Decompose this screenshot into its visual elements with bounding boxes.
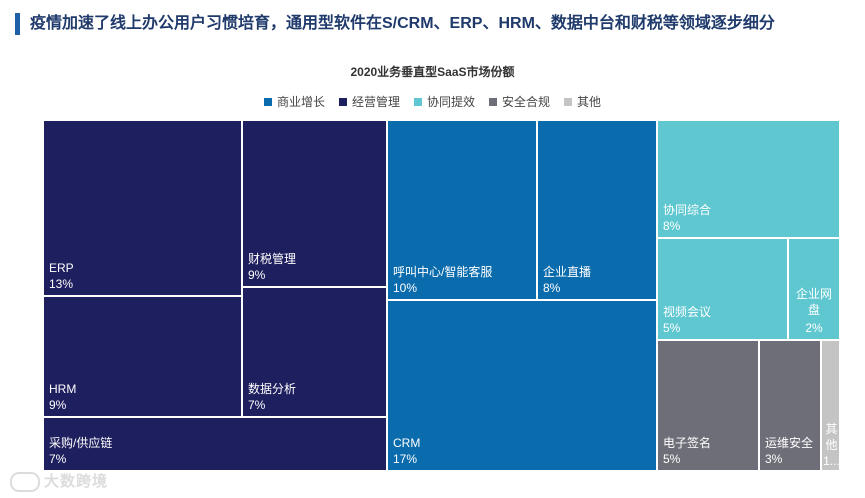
tile-name-label: ERP — [49, 261, 74, 275]
watermark: 大数跨境 — [10, 470, 109, 493]
watermark-text: 大数跨境 — [44, 473, 109, 490]
chart-title: 2020业务垂直型SaaS市场份额 — [350, 65, 515, 79]
legend-item: 协同提效 — [413, 93, 475, 110]
legend-item: 商业增长 — [263, 93, 325, 110]
tile-value-label: 17% — [393, 452, 417, 466]
tile-value-label: 1... — [823, 454, 840, 468]
legend-swatch — [338, 97, 347, 106]
tile-value-label: 10% — [393, 281, 417, 295]
tile-name-label: 企业网 — [796, 286, 832, 301]
legend-swatch — [489, 97, 497, 106]
tile-name-label: 其 — [825, 422, 837, 436]
treemap-tile — [656, 237, 789, 341]
watermark-logo-icon — [10, 472, 40, 493]
tile-value-label: 2% — [805, 321, 823, 335]
legend-item: 经营管理 — [338, 93, 400, 110]
chart-legend: 商业增长 经营管理 协同提效 安全合规 其他 — [0, 93, 865, 110]
legend-label: 安全合规 — [502, 95, 551, 109]
legend-label: 经营管理 — [351, 95, 400, 109]
legend-label: 其他 — [577, 95, 602, 109]
legend-swatch — [413, 97, 422, 106]
tile-value-label: 8% — [543, 281, 561, 295]
treemap-tile — [820, 339, 841, 472]
tile-name-label: HRM — [49, 382, 76, 396]
treemap-tile — [386, 299, 658, 472]
treemap-tile — [241, 286, 388, 418]
legend-label: 协同提效 — [426, 95, 475, 109]
tile-value-label: 9% — [248, 268, 266, 282]
tile-name-label: 企业直播 — [543, 264, 591, 279]
legend-label: 商业增长 — [276, 95, 325, 109]
tile-value-label: 13% — [49, 277, 73, 291]
tile-value-label: 5% — [663, 321, 681, 335]
treemap-tile — [42, 119, 243, 297]
tile-value-label: 7% — [49, 452, 67, 466]
tile-name-label: 协同综合 — [663, 202, 711, 217]
tile-name-label: 财税管理 — [248, 251, 296, 266]
tile-name-label: 他 — [825, 438, 837, 452]
tile-value-label: 3% — [765, 452, 783, 466]
tile-name-label: CRM — [393, 436, 420, 450]
legend-swatch — [564, 97, 573, 106]
treemap-tile — [656, 339, 760, 472]
tile-value-label: 9% — [49, 398, 67, 412]
legend-item: 其他 — [564, 93, 601, 110]
tile-name-label: 视频会议 — [663, 304, 711, 319]
tile-name-label: 运维安全 — [765, 435, 813, 450]
tile-name-label: 盘 — [808, 302, 820, 317]
tile-value-label: 7% — [248, 398, 266, 412]
tile-name-label: 采购/供应链 — [49, 435, 112, 450]
treemap-tile — [656, 119, 841, 239]
tile-name-label: 呼叫中心/智能客服 — [393, 264, 492, 279]
tile-name-label: 数据分析 — [248, 381, 296, 396]
tile-value-label: 5% — [663, 452, 681, 466]
treemap-tile — [787, 237, 841, 341]
tile-name-label: 电子签名 — [663, 435, 711, 450]
legend-item: 安全合规 — [489, 93, 550, 110]
tile-value-label: 8% — [663, 219, 681, 233]
header-accent-bar — [15, 13, 20, 35]
treemap-tile — [241, 119, 388, 288]
page-headline: 疫情加速了线上办公用户习惯培育，通用型软件在S/CRM、ERP、HRM、数据中台… — [30, 15, 775, 32]
treemap-tile — [386, 119, 538, 301]
legend-swatch — [263, 97, 272, 106]
treemap-tile — [42, 295, 243, 418]
